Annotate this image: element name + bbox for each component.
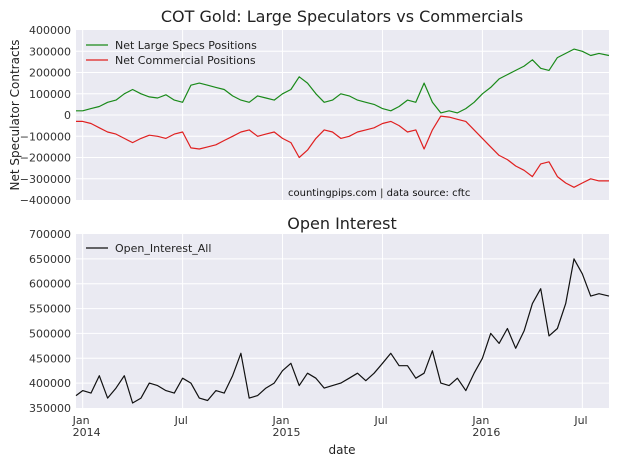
bottom-y-tick-label: 400000: [29, 377, 71, 390]
top-y-grid: [76, 50, 609, 180]
bottom-y-grid: [76, 258, 609, 384]
top-x-grid: [82, 30, 583, 200]
bottom-y-tick-label: 450000: [29, 352, 71, 365]
legend-label-open-interest: Open_Interest_All: [115, 242, 211, 255]
bottom-y-tick-labels: 350000 400000 450000 500000 550000 600000 6500…: [29, 228, 71, 415]
bottom-y-tick-label: 350000: [29, 402, 71, 415]
x-tick-label: Jul: [573, 414, 587, 427]
top-y-tick-label: −200000: [20, 152, 71, 165]
top-y-tick-label: 0: [64, 109, 71, 122]
bottom-y-tick-label: 700000: [29, 228, 71, 241]
top-y-tick-label: 100000: [29, 88, 71, 101]
bottom-series-group: [75, 258, 610, 404]
series-line-open-interest-all: [75, 258, 610, 404]
legend-label-large-specs: Net Large Specs Positions: [115, 39, 257, 52]
x-tick-label: 2015: [273, 426, 301, 439]
x-tick-label: Jul: [174, 414, 188, 427]
series-line-net-commercial-positions: [76, 115, 609, 188]
x-tick-label: 2014: [73, 426, 101, 439]
x-tick-label: Jan: [272, 414, 290, 427]
top-chart-title: COT Gold: Large Speculators vs Commercia…: [161, 7, 523, 26]
top-y-tick-label: 300000: [29, 45, 71, 58]
bottom-plot-area: [76, 234, 609, 408]
x-tick-label: Jan: [471, 414, 489, 427]
top-y-tick-label: −400000: [20, 194, 71, 207]
cot-positions-panel: −400000 −300000 −200000 −100000 0 100000 20000…: [8, 7, 610, 207]
x-tick-label: Jul: [373, 414, 387, 427]
bottom-chart-title: Open Interest: [287, 214, 396, 233]
bottom-y-tick-label: 600000: [29, 278, 71, 291]
x-axis-label: date: [328, 443, 355, 457]
top-y-tick-label: −100000: [20, 130, 71, 143]
bottom-y-tick-label: 550000: [29, 303, 71, 316]
bottom-x-grid: [82, 234, 583, 408]
data-source-annotation: countingpips.com | data source: cftc: [288, 188, 470, 199]
bottom-y-tick-label: 500000: [29, 327, 71, 340]
top-y-tick-labels: −400000 −300000 −200000 −100000 0 100000 20000…: [20, 24, 71, 207]
open-interest-panel: 350000 400000 450000 500000 550000 600000 6500…: [29, 214, 610, 457]
series-line-net-large-specs-positions: [76, 48, 610, 114]
x-tick-label: 2016: [472, 426, 500, 439]
top-y-tick-label: −300000: [20, 173, 71, 186]
top-y-axis-label: Net Speculator Contracts: [8, 39, 22, 190]
top-series-group: [76, 48, 610, 188]
top-y-tick-label: 200000: [29, 67, 71, 80]
legend-label-commercial: Net Commercial Positions: [115, 54, 256, 67]
bottom-legend: Open_Interest_All: [86, 242, 211, 255]
top-y-tick-label: 400000: [29, 24, 71, 37]
top-legend: Net Large Specs Positions Net Commercial…: [86, 39, 257, 67]
bottom-y-tick-label: 650000: [29, 253, 71, 266]
x-tick-label: Jan: [72, 414, 90, 427]
